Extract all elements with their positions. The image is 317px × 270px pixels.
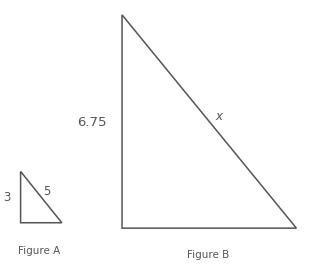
Text: Figure A: Figure A [18, 246, 61, 256]
Text: Figure B: Figure B [186, 250, 229, 260]
Text: 6.75: 6.75 [77, 116, 107, 129]
Text: 5: 5 [43, 185, 51, 198]
Text: 3: 3 [3, 191, 11, 204]
Text: x: x [215, 110, 222, 123]
